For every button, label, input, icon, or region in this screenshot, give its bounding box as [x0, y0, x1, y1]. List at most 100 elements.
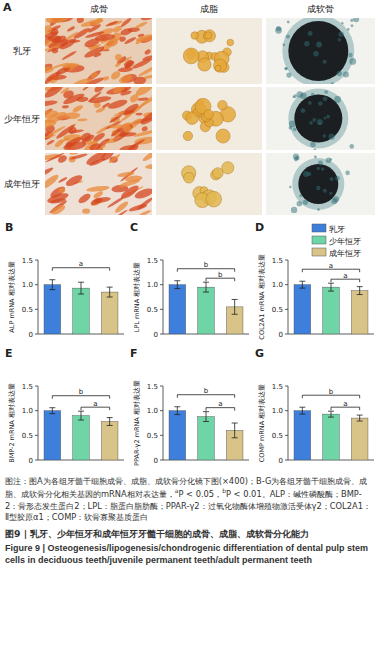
- y-tick-label: 0.5: [272, 306, 283, 314]
- y-axis: [288, 386, 289, 460]
- y-tick-label: 0: [154, 331, 158, 339]
- error-bar: [299, 407, 305, 414]
- stain: [90, 71, 99, 79]
- error-stem: [302, 281, 303, 288]
- speck: [284, 67, 287, 70]
- lipid-droplet: [216, 129, 230, 143]
- speck: [297, 91, 304, 98]
- micrograph: [45, 18, 152, 84]
- legend-swatch: [312, 236, 326, 244]
- legend-label: 乳牙: [329, 225, 345, 234]
- stain: [58, 187, 66, 194]
- error-bar: [107, 418, 113, 426]
- error-stem: [109, 287, 110, 297]
- significance-label: b: [329, 388, 334, 396]
- y-tick: [160, 309, 163, 310]
- stain: [45, 109, 59, 119]
- stain: [135, 33, 152, 43]
- error-cap: [299, 281, 305, 282]
- panel-label: G: [255, 347, 264, 360]
- speck: [286, 35, 290, 39]
- speck: [341, 22, 344, 25]
- caption-text: a: [175, 487, 179, 494]
- error-bar: [357, 287, 363, 295]
- speck: [285, 67, 288, 70]
- legend-swatch: [312, 248, 326, 256]
- speck: [347, 28, 350, 31]
- y-tick-label: 1.5: [272, 257, 283, 265]
- row-label: 成年恒牙: [4, 179, 40, 189]
- error-cap: [174, 288, 180, 289]
- stain: [64, 173, 84, 188]
- error-cap: [49, 407, 55, 408]
- stain: [77, 192, 92, 205]
- error-bar: [78, 282, 84, 294]
- speck: [316, 41, 322, 47]
- halo: [288, 89, 348, 149]
- error-bar: [357, 415, 363, 421]
- y-tick: [285, 284, 288, 285]
- lipid-droplet: [184, 172, 195, 183]
- stain: [72, 26, 91, 40]
- error-bar: [203, 282, 209, 292]
- halo: [282, 18, 354, 84]
- y-tick-label: 0.5: [147, 432, 158, 440]
- bar: [323, 414, 340, 460]
- error-cap: [174, 406, 180, 407]
- bar: [198, 417, 215, 460]
- error-bar: [299, 281, 305, 288]
- stain: [82, 87, 91, 91]
- y-tick-label: 1.0: [22, 281, 33, 289]
- stain: [111, 87, 127, 96]
- plot-area: [294, 281, 368, 334]
- stain: [103, 140, 117, 144]
- stain: [65, 140, 73, 148]
- speck: [309, 121, 313, 125]
- y-tick: [35, 309, 38, 310]
- stain: [119, 183, 140, 201]
- stain: [94, 33, 115, 42]
- error-bar: [107, 287, 113, 297]
- panel-label: D: [255, 221, 264, 234]
- speck: [353, 18, 359, 22]
- significance-label: a: [343, 400, 347, 408]
- speck: [293, 127, 297, 131]
- stain: [114, 200, 130, 214]
- y-tick: [35, 334, 38, 335]
- stain: [118, 73, 134, 84]
- bar: [101, 422, 118, 460]
- image-bg: [156, 153, 262, 215]
- error-cap: [203, 282, 209, 283]
- speck: [303, 171, 309, 177]
- y-tick-label: 0.5: [272, 432, 283, 440]
- significance-label: a: [79, 260, 83, 268]
- error-cap: [357, 415, 363, 416]
- speck: [319, 122, 322, 125]
- speck: [326, 115, 330, 119]
- speck: [314, 148, 317, 150]
- speck: [317, 119, 323, 125]
- error-stem: [206, 412, 207, 422]
- y-tick: [160, 386, 163, 387]
- stain: [86, 185, 110, 193]
- stain: [120, 27, 134, 37]
- caption-note: 图注：图A为各组牙髓干细胞成骨、成脂、成软骨分化镜下图(×400)；B-G为各组…: [5, 476, 374, 524]
- pellet: [288, 21, 348, 81]
- error-stem: [331, 411, 332, 417]
- image-bg: [156, 18, 262, 84]
- lipid-droplet: [222, 162, 234, 174]
- speck: [317, 208, 320, 211]
- error-bar: [49, 280, 55, 290]
- micrograph: [156, 153, 262, 215]
- panel-label: A: [3, 1, 12, 14]
- y-axis: [163, 260, 164, 334]
- speck: [333, 196, 339, 202]
- y-tick: [160, 284, 163, 285]
- lipid-droplet: [186, 112, 199, 125]
- caption-text: P < 0.05，: [178, 489, 222, 499]
- stain: [119, 36, 127, 43]
- y-tick-label: 0.5: [22, 306, 33, 314]
- error-cap: [174, 414, 180, 415]
- stain: [125, 175, 143, 183]
- stain: [137, 95, 152, 109]
